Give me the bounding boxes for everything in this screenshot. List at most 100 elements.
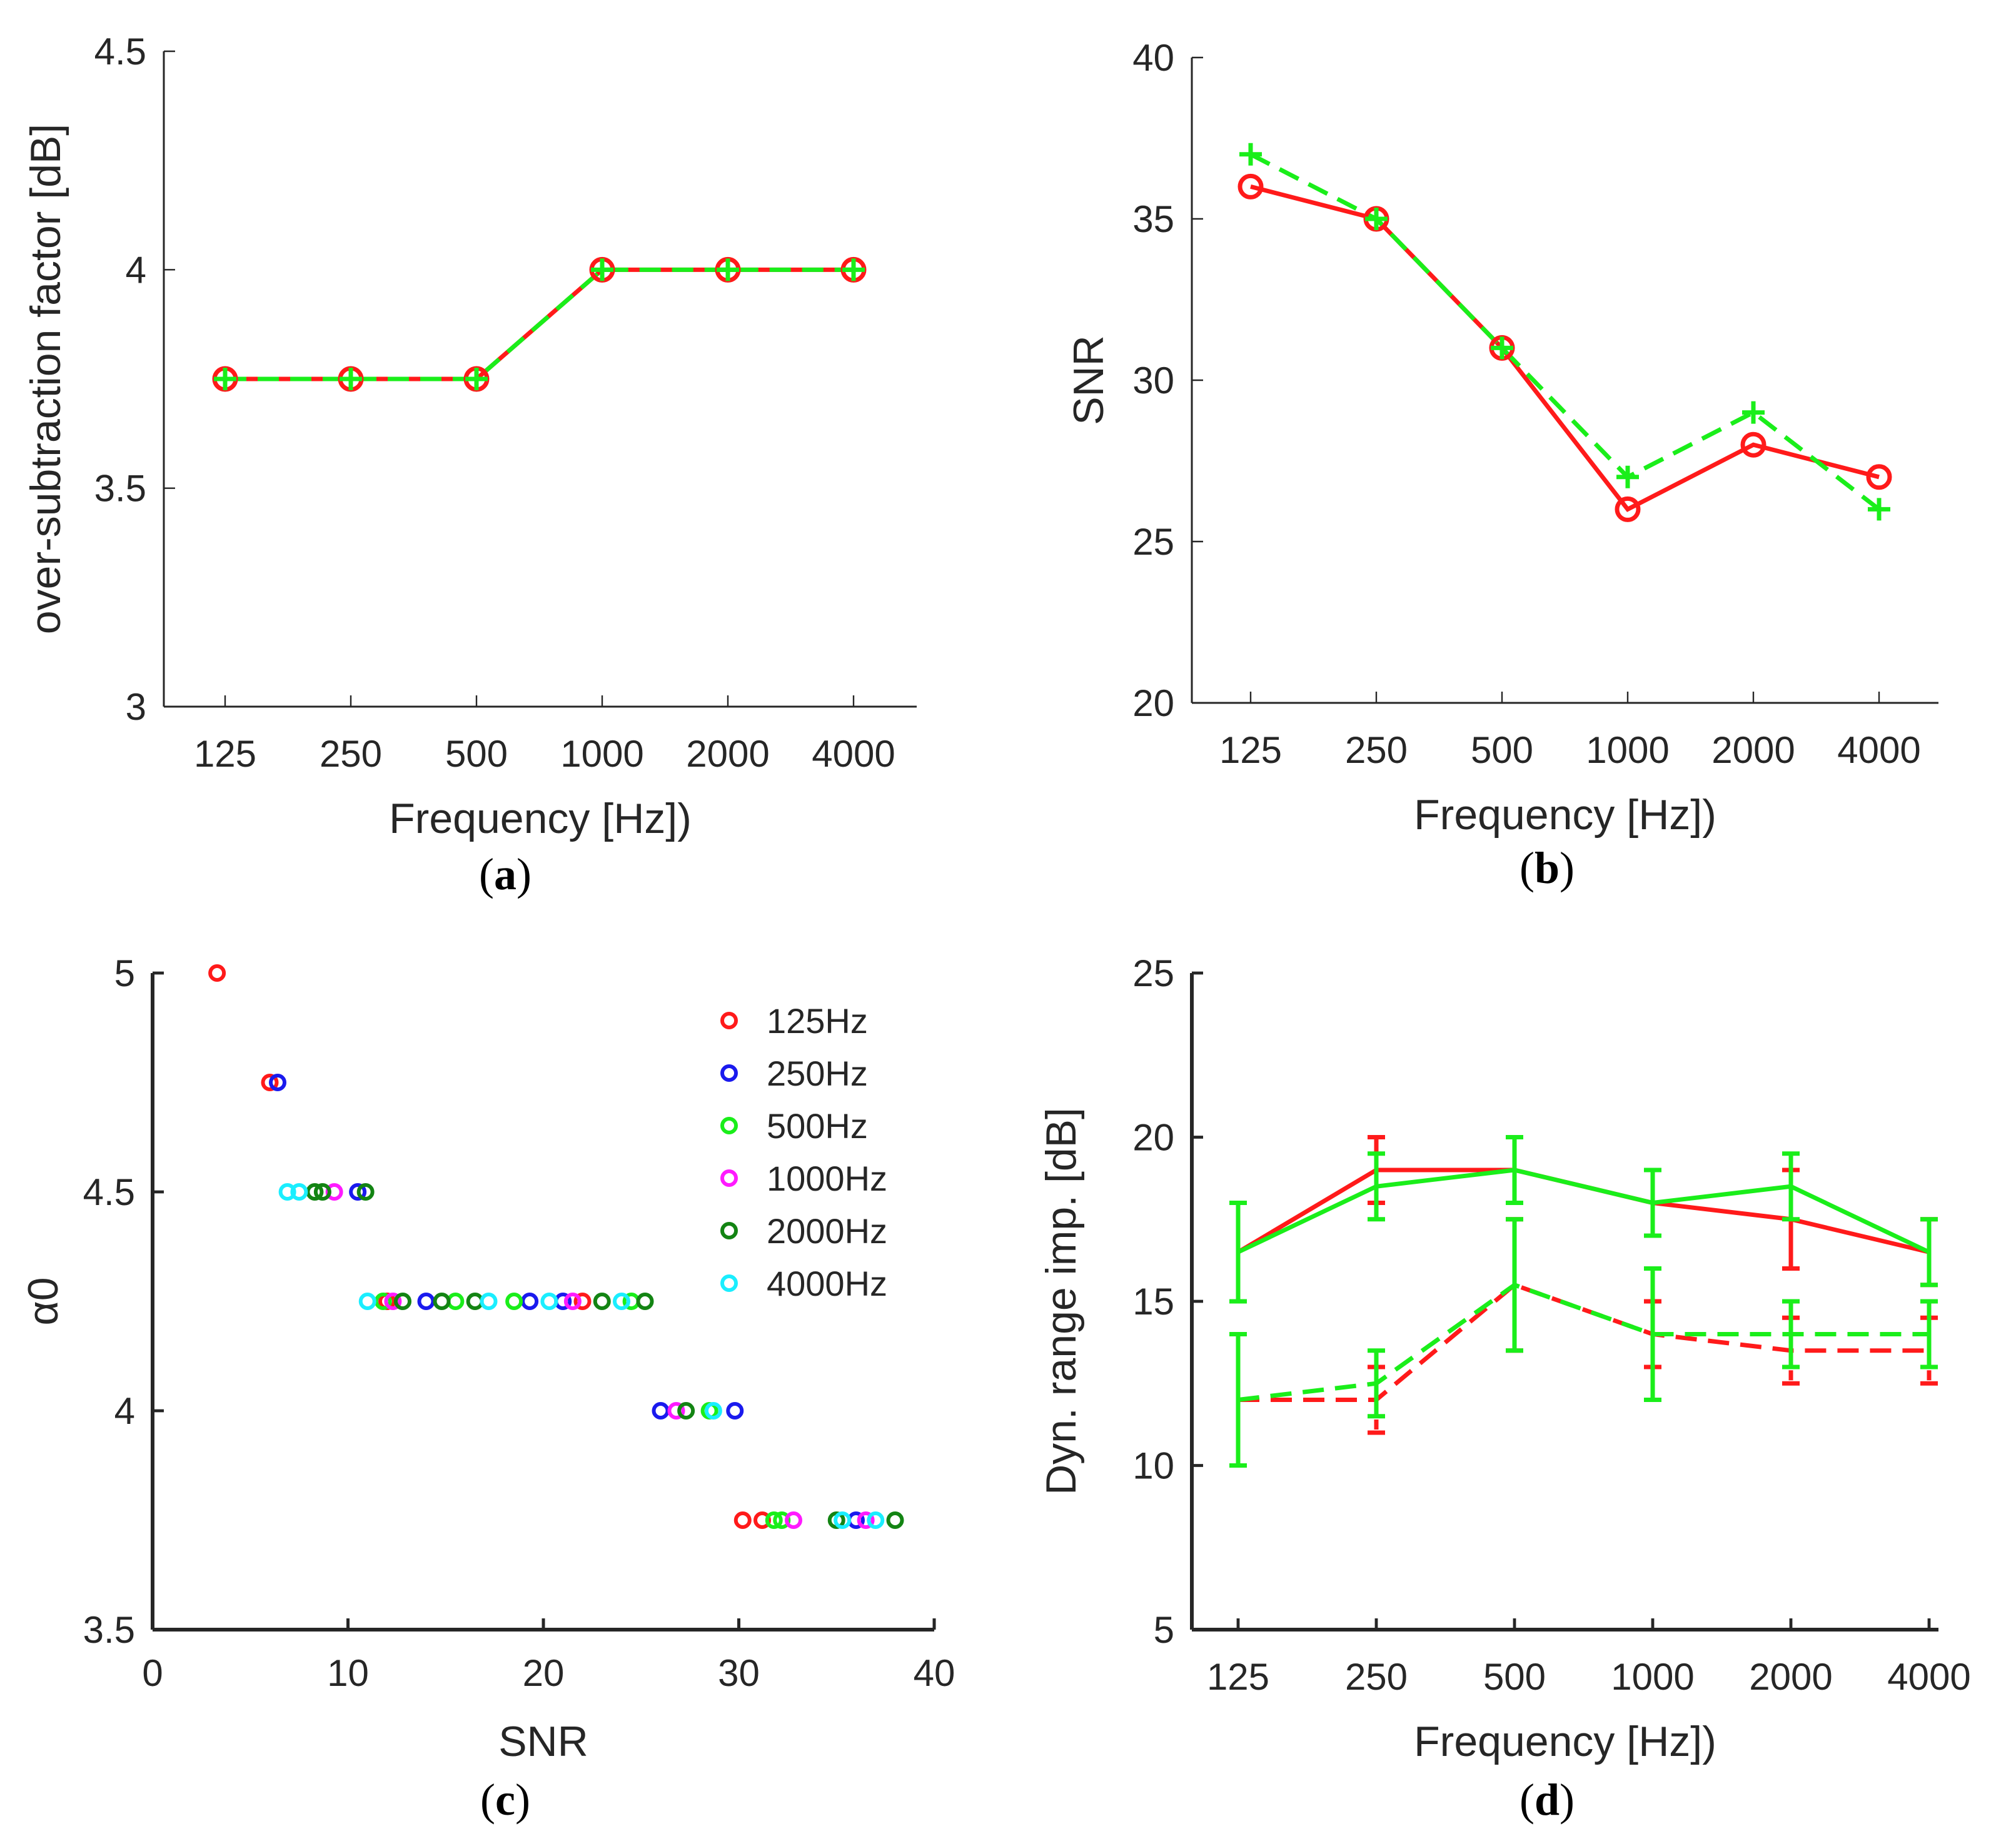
scatter-point-250Hz [652, 1402, 670, 1420]
y-tick-label: 10 [1132, 1445, 1174, 1487]
plus-marker [1365, 208, 1388, 230]
y-tick-label: 35 [1132, 198, 1174, 240]
scatter-point-4000Hz [278, 1183, 296, 1201]
plus-marker [717, 258, 739, 281]
x-tick-label: 250 [1345, 729, 1408, 771]
legend-marker [720, 1012, 738, 1029]
legend-entry: 125Hz [767, 1001, 868, 1041]
scatter-point-4000Hz [613, 1293, 630, 1310]
series-line-red-solid [1250, 184, 1880, 512]
scatter-point-125Hz [733, 1511, 752, 1529]
scatter-point-2000Hz [827, 1511, 845, 1529]
scatter-point-2000Hz [677, 1402, 695, 1420]
series-line-red-solid [1237, 1168, 1930, 1254]
scatter-point-250Hz [417, 1293, 435, 1310]
x-tick-label: 125 [1207, 1656, 1269, 1698]
x-tick-label: 0 [142, 1652, 163, 1694]
plus-marker [214, 368, 236, 390]
error-bar [1368, 1348, 1385, 1419]
x-tick-label: 2000 [686, 733, 769, 775]
scatter-point-4000Hz [358, 1293, 376, 1310]
legend-entry: 500Hz [767, 1106, 868, 1146]
plus-marker [1616, 465, 1639, 488]
error-bar [1368, 1151, 1385, 1222]
y-tick-label: 3.5 [83, 1609, 135, 1651]
scatter-point-125Hz [753, 1511, 771, 1529]
scatter-point-1000Hz [325, 1183, 343, 1201]
y-tick-label: 4.5 [94, 31, 146, 73]
scatter-point-1000Hz [857, 1511, 875, 1529]
x-axis-label: SNR [498, 1718, 588, 1765]
y-tick-label: 20 [1132, 1117, 1174, 1159]
x-tick-label: 30 [718, 1652, 760, 1694]
panel-b: 20 25 30 35 40 125 250 500 1000 2000 4000 Frequency… [1065, 37, 1938, 893]
plus-marker [340, 368, 362, 390]
error-bar [1506, 1217, 1523, 1353]
error-bar [1644, 1266, 1661, 1402]
scatter-point-2000Hz [636, 1293, 654, 1310]
y-tick-label: 4.5 [83, 1171, 135, 1213]
scatter-point-4000Hz [704, 1402, 722, 1420]
y-tick-label: 4 [126, 249, 146, 291]
legend-entry: 4000Hz [767, 1264, 887, 1303]
x-axis-label: Frequency [Hz]) [389, 795, 692, 842]
y-tick-label: 5 [114, 952, 135, 994]
scatter-point-500Hz [446, 1293, 465, 1310]
scatter-point-4000Hz [540, 1293, 558, 1310]
y-tick-label: 4 [114, 1390, 135, 1432]
caption-letter: a [494, 849, 517, 899]
x-tick-label: 500 [1483, 1656, 1546, 1698]
error-bar [1506, 1135, 1523, 1205]
caption-close: ) [517, 849, 532, 899]
series-line-green-dashed [225, 267, 854, 381]
scatter-point-2000Hz [466, 1293, 484, 1310]
plus-marker [1491, 336, 1513, 360]
panel-caption: (d) [1520, 1775, 1575, 1825]
series-line-green-dashed [1237, 1282, 1929, 1402]
caption-close: ) [515, 1775, 530, 1825]
y-axis-label: Dyn. range imp. [dB] [1037, 1107, 1085, 1495]
panel-d: 5 10 15 20 25 125 250 500 1000 2000 4000 Frequency … [1037, 952, 1971, 1825]
scatter-point-2000Hz [593, 1293, 611, 1310]
x-tick-label: 250 [1345, 1656, 1408, 1698]
legend-marker [720, 1064, 738, 1082]
scatter-point-4000Hz [290, 1183, 308, 1201]
x-tick-label: 1000 [1586, 729, 1669, 771]
caption-letter: d [1535, 1775, 1560, 1825]
x-tick-label: 20 [523, 1652, 565, 1694]
x-tick-label: 2000 [1711, 729, 1795, 771]
scatter-point-2000Hz [394, 1293, 411, 1310]
panel-caption: (b) [1520, 843, 1575, 893]
circle-marker [1237, 173, 1264, 199]
legend: 125Hz 250Hz 500Hz 1000Hz 2000Hz 4000Hz [720, 1001, 887, 1303]
scatter-point-1000Hz [384, 1293, 402, 1310]
x-axis-label: Frequency [Hz]) [1414, 791, 1716, 839]
scatter-point-1000Hz [563, 1293, 582, 1310]
y-tick-label: 5 [1154, 1609, 1174, 1651]
x-tick-label: 125 [194, 733, 256, 775]
caption-letter: b [1535, 843, 1560, 893]
y-tick-label: 20 [1132, 682, 1174, 724]
plus-marker [1742, 401, 1765, 424]
caption-close: ) [1560, 1775, 1575, 1825]
panel-c: 3.5 4 4.5 5 0 10 20 30 40 125Hz 250Hz 500Hz 1000Hz 20… [19, 952, 955, 1825]
scatter-point-2000Hz [886, 1511, 904, 1529]
scatter-point-4000Hz [867, 1511, 885, 1529]
plus-marker [1868, 498, 1890, 521]
y-tick-label: 25 [1132, 521, 1174, 563]
scatter-point-250Hz [726, 1402, 744, 1420]
legend-entry: 2000Hz [767, 1211, 887, 1251]
scatter-point-500Hz [505, 1293, 523, 1310]
caption-open: ( [480, 1775, 495, 1825]
scatter-point-1000Hz [785, 1511, 802, 1529]
x-tick-label: 10 [327, 1652, 369, 1694]
series-line-green-dashed [1249, 152, 1881, 512]
plus-marker [1239, 143, 1262, 166]
plus-marker [465, 368, 488, 390]
legend-marker [720, 1222, 738, 1239]
legend-marker [720, 1169, 738, 1187]
x-tick-label: 2000 [1749, 1656, 1832, 1698]
plus-marker [591, 258, 613, 281]
scatter-point-250Hz [521, 1293, 539, 1310]
circle-marker [1615, 496, 1641, 522]
